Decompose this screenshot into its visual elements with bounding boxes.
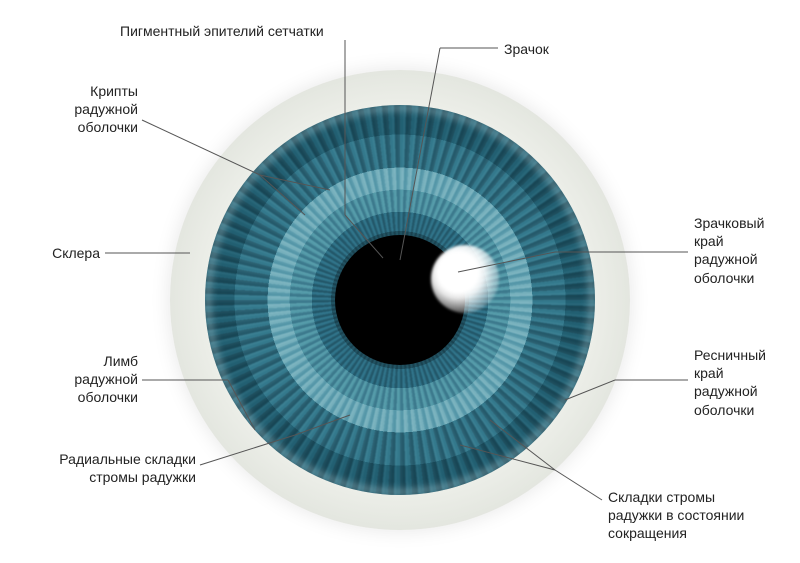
label-limbus: Лимб радужной оболочки [74, 352, 138, 407]
label-radial-folds: Радиальные складки стромы радужки [59, 450, 196, 486]
label-contraction-folds: Складки стромы радужки в состоянии сокра… [608, 488, 744, 543]
label-pigment-epithelium: Пигментный эпителий сетчатки [120, 22, 324, 40]
label-ciliary-margin: Ресничный край радужной оболочки [694, 346, 766, 419]
label-iris-crypts: Крипты радужной оболочки [74, 82, 138, 137]
eye-illustration [170, 70, 630, 530]
label-pupillary-margin: Зрачковый край радужной оболочки [694, 214, 764, 287]
label-pupil: Зрачок [504, 40, 549, 58]
diagram-canvas: Пигментный эпителий сетчатки Зрачок Крип… [0, 0, 800, 563]
sclera-region [170, 70, 630, 530]
iris-region [205, 105, 595, 495]
label-sclera: Склера [52, 244, 100, 262]
